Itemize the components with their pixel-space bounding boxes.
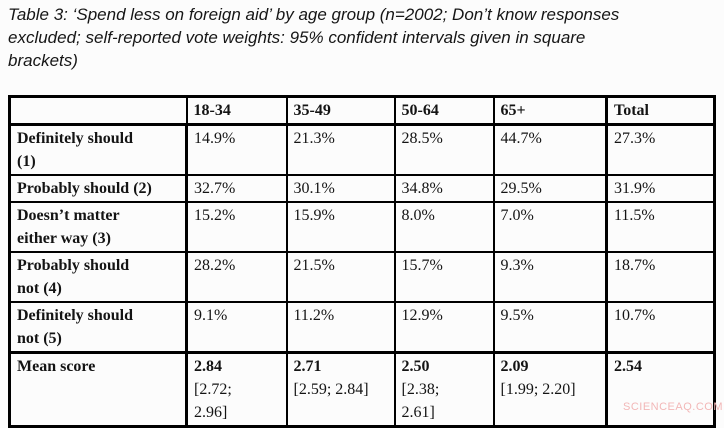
data-cell: 12.9% <box>393 301 495 354</box>
data-cell: 18.7% <box>605 251 716 303</box>
data-cell: 27.3% <box>605 123 716 176</box>
header-cell-empty <box>8 95 188 126</box>
data-cell: 15.9% <box>285 201 396 253</box>
data-cell: 9.5% <box>492 301 608 354</box>
header-cell-35-49: 35-49 <box>285 95 396 126</box>
table-row: Definitely should not (5) 9.1% 11.2% 12.… <box>8 301 716 354</box>
data-cell: 28.2% <box>185 251 288 303</box>
data-cell: 28.5% <box>393 123 495 176</box>
row-label: Mean score <box>8 351 188 428</box>
data-cell: 34.8% <box>393 174 495 203</box>
header-row: 18-34 35-49 50-64 65+ Total <box>8 95 716 126</box>
mean-cell: 2.71 [2.59; 2.84] <box>285 351 396 428</box>
header-cell-50-64: 50-64 <box>393 95 495 126</box>
mean-cell: 2.54 <box>605 351 716 428</box>
mean-value: 2.50 <box>401 358 430 375</box>
data-cell: 15.7% <box>393 251 495 303</box>
header-cell-65plus: 65+ <box>492 95 608 126</box>
mean-value: 2.84 <box>194 358 222 375</box>
confidence-interval: [1.99; 2.20] <box>500 381 576 398</box>
data-cell: 21.3% <box>285 123 396 176</box>
data-cell: 15.2% <box>185 201 288 253</box>
data-cell: 14.9% <box>185 123 288 176</box>
mean-value: 2.09 <box>500 358 529 375</box>
mean-score-row: Mean score 2.84 [2.72; 2.96] 2.71 [2.59;… <box>8 351 716 428</box>
confidence-interval: [2.59; 2.84] <box>293 381 369 398</box>
row-label: Doesn’t matter either way (3) <box>8 201 188 253</box>
data-cell: 7.0% <box>492 201 608 253</box>
watermark: SCIENCEAQ.COM <box>622 401 723 413</box>
data-cell: 9.1% <box>185 301 288 354</box>
mean-cell: 2.84 [2.72; 2.96] <box>185 351 288 428</box>
header-cell-total: Total <box>605 95 716 126</box>
data-table: 18-34 35-49 50-64 65+ Total Definitely s… <box>8 95 716 428</box>
table-row: Probably should (2) 32.7% 30.1% 34.8% 29… <box>8 174 716 203</box>
data-cell: 10.7% <box>605 301 716 354</box>
row-label: Probably should (2) <box>8 174 188 203</box>
row-label: Definitely should not (5) <box>8 301 188 354</box>
table-row: Doesn’t matter either way (3) 15.2% 15.9… <box>8 201 716 253</box>
row-label: Probably should not (4) <box>8 251 188 303</box>
mean-value: 2.54 <box>614 358 642 375</box>
row-label: Definitely should (1) <box>8 123 188 176</box>
data-cell: 21.5% <box>285 251 396 303</box>
table-caption: Table 3: ‘Spend less on foreign aid’ by … <box>8 5 620 70</box>
data-cell: 11.2% <box>285 301 396 354</box>
data-cell: 9.3% <box>492 251 608 303</box>
data-cell: 29.5% <box>492 174 608 203</box>
table-row: Definitely should (1) 14.9% 21.3% 28.5% … <box>8 123 716 176</box>
header-cell-18-34: 18-34 <box>185 95 288 126</box>
confidence-interval: [2.72; 2.96] <box>194 381 232 421</box>
mean-cell: 2.09 [1.99; 2.20] <box>492 351 608 428</box>
data-cell: 44.7% <box>492 123 608 176</box>
confidence-interval: [2.38; 2.61] <box>401 381 440 421</box>
data-cell: 8.0% <box>393 201 495 253</box>
page: Table 3: ‘Spend less on foreign aid’ by … <box>8 5 723 428</box>
table-row: Probably should not (4) 28.2% 21.5% 15.7… <box>8 251 716 303</box>
data-cell: 30.1% <box>285 174 396 203</box>
mean-value: 2.71 <box>293 358 322 375</box>
data-cell: 31.9% <box>605 174 716 203</box>
mean-cell: 2.50 [2.38; 2.61] <box>393 351 495 428</box>
data-cell: 32.7% <box>185 174 288 203</box>
data-cell: 11.5% <box>605 201 716 253</box>
